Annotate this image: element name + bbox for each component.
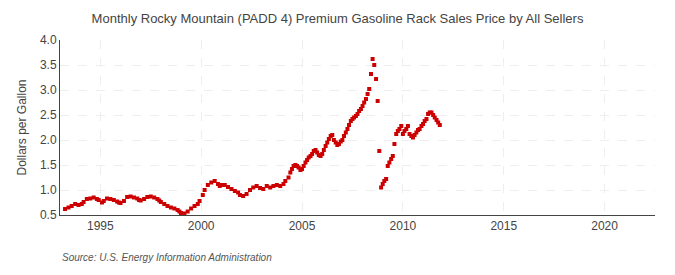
svg-text:2015: 2015 [490, 219, 517, 233]
svg-text:4.0: 4.0 [40, 33, 57, 47]
svg-text:Dollars per Gallon: Dollars per Gallon [15, 79, 29, 175]
svg-text:1.0: 1.0 [40, 183, 57, 197]
svg-text:0.5: 0.5 [40, 208, 57, 222]
svg-text:3.0: 3.0 [40, 83, 57, 97]
svg-text:1.5: 1.5 [40, 158, 57, 172]
svg-text:2005: 2005 [289, 219, 316, 233]
svg-text:2000: 2000 [188, 219, 215, 233]
svg-text:3.5: 3.5 [40, 58, 57, 72]
svg-text:Monthly Rocky Mountain (PADD 4: Monthly Rocky Mountain (PADD 4) Premium … [92, 11, 584, 26]
svg-text:2020: 2020 [591, 219, 618, 233]
svg-text:2.0: 2.0 [40, 133, 57, 147]
svg-text:2010: 2010 [390, 219, 417, 233]
svg-text:Source: U.S. Energy Informatio: Source: U.S. Energy Information Administ… [62, 252, 272, 263]
svg-text:1995: 1995 [87, 219, 114, 233]
svg-text:2.5: 2.5 [40, 108, 57, 122]
